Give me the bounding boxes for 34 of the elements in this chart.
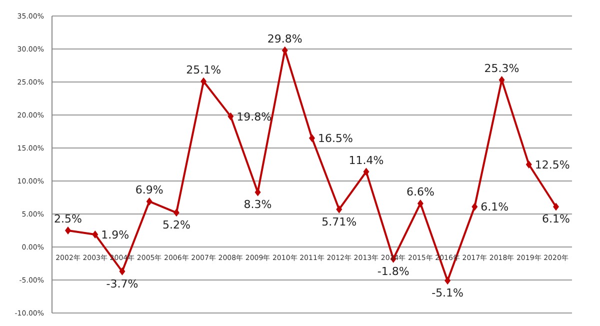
data-label: 8.3% bbox=[244, 198, 272, 212]
point bbox=[336, 205, 342, 214]
data-label: 6.1% bbox=[480, 200, 509, 214]
data-label: 19.8% bbox=[236, 110, 272, 124]
data-label: 6.1% bbox=[542, 212, 570, 226]
point bbox=[119, 267, 126, 276]
data-label: -5.1% bbox=[432, 286, 464, 300]
point bbox=[173, 208, 180, 217]
data-label: -3.7% bbox=[106, 277, 138, 290]
point bbox=[363, 168, 370, 176]
data-label: -1.8% bbox=[377, 264, 410, 278]
point bbox=[309, 134, 315, 142]
point bbox=[472, 202, 478, 211]
data-label: 25.1% bbox=[186, 63, 222, 76]
data-label: 2.5% bbox=[54, 212, 82, 226]
data-label: 6.6% bbox=[406, 185, 434, 198]
data-label: 25.3% bbox=[484, 62, 520, 76]
data-label: 11.4% bbox=[348, 154, 384, 167]
data-label: 29.8% bbox=[267, 32, 302, 46]
data-label: 5.2% bbox=[162, 218, 190, 232]
data-label: 5.71% bbox=[322, 215, 357, 228]
point bbox=[553, 202, 559, 211]
point bbox=[228, 112, 234, 120]
point bbox=[65, 226, 71, 234]
data-label: 12.5% bbox=[534, 158, 570, 172]
data-label: 6.9% bbox=[135, 183, 164, 196]
point bbox=[526, 160, 532, 168]
point bbox=[200, 77, 207, 86]
point bbox=[146, 197, 152, 206]
data-label: 16.5% bbox=[318, 132, 353, 146]
point bbox=[444, 276, 451, 285]
point bbox=[417, 199, 424, 208]
point bbox=[92, 230, 98, 238]
data-label: 1.9% bbox=[101, 228, 130, 242]
